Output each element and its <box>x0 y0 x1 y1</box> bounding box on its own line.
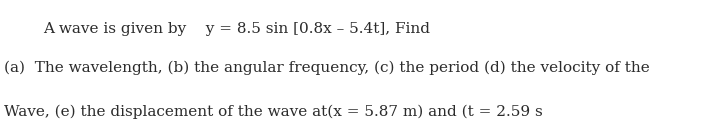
Text: A wave is given by    y = 8.5 sin [0.8x – 5.4t], Find: A wave is given by y = 8.5 sin [0.8x – 5… <box>43 22 431 36</box>
Text: (a)  The wavelength, (b) the angular frequency, (c) the period (d) the velocity : (a) The wavelength, (b) the angular freq… <box>4 61 649 75</box>
Text: Wave, (e) the displacement of the wave at(x = 5.87 m) and (t = 2.59 s: Wave, (e) the displacement of the wave a… <box>4 105 542 119</box>
